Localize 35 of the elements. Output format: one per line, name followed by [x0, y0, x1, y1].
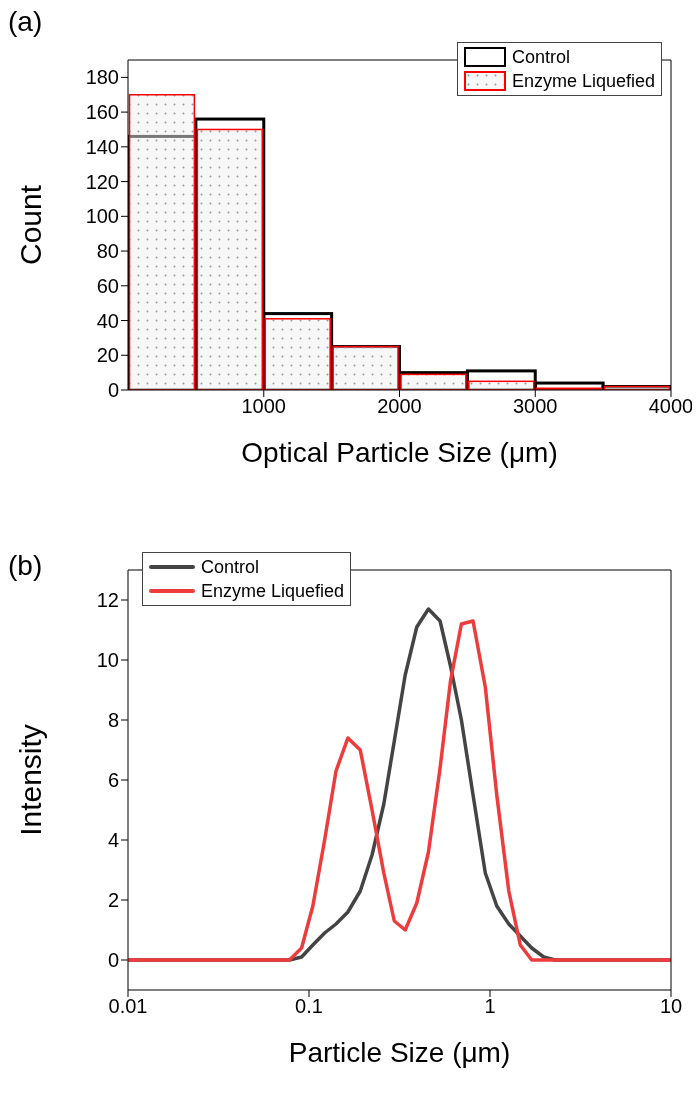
legend-label: Enzyme Liquefied	[201, 580, 345, 603]
y-tick-label: 100	[85, 205, 119, 228]
y-tick-label: 6	[107, 769, 119, 792]
x-tick-label: 3000	[513, 395, 558, 418]
y-tick-label: 2	[107, 889, 119, 912]
x-tick-label: 10	[659, 995, 683, 1018]
chart-title: (a)	[8, 6, 43, 38]
x-tick-label: 0.1	[295, 995, 323, 1018]
y-tick-label: 10	[96, 649, 119, 672]
y-tick-label: 8	[107, 709, 119, 732]
y-tick-label: 40	[96, 309, 119, 332]
x-tick-label: 1000	[241, 395, 286, 418]
y-axis-title: Intensity	[13, 724, 47, 836]
y-tick-label: 4	[107, 829, 119, 852]
y-tick-label: 180	[85, 66, 119, 89]
legend-label: Control	[511, 46, 570, 69]
y-tick-label: 0	[107, 949, 119, 972]
y-tick-label: 60	[96, 274, 119, 297]
x-tick-label: 4000	[648, 395, 694, 418]
y-tick-label: 12	[96, 589, 119, 612]
y-tick-label: 140	[85, 135, 119, 158]
y-tick-label: 160	[85, 101, 119, 124]
x-tick-label: 1	[484, 995, 496, 1018]
chart-title: (b)	[8, 550, 43, 582]
y-tick-label: 120	[85, 170, 119, 193]
y-axis-title: Count	[13, 184, 47, 266]
x-axis-title: Optical Particle Size (μm)	[241, 437, 558, 468]
x-axis-title: Particle Size (μm)	[288, 1037, 511, 1068]
x-tick-label: 2000	[377, 395, 422, 418]
x-tick-label: 0.01	[108, 995, 148, 1018]
y-tick-label: 80	[96, 240, 119, 263]
y-tick-label: 20	[96, 344, 119, 367]
legend-label: Enzyme Liquefied	[511, 70, 655, 93]
y-tick-label: 0	[107, 379, 119, 402]
legend-label: Control	[201, 556, 260, 579]
